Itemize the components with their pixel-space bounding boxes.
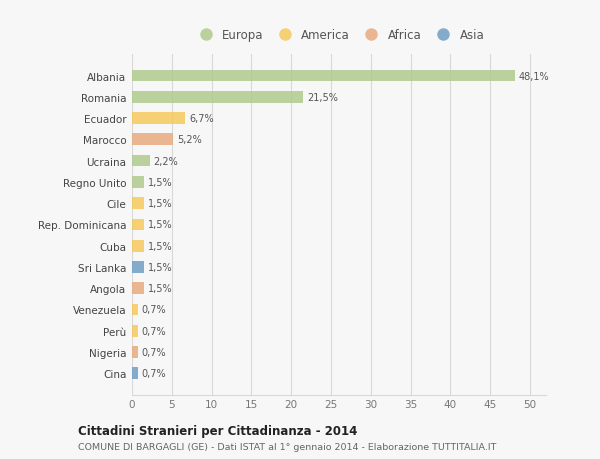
Bar <box>132 219 144 231</box>
Bar <box>132 92 303 103</box>
Bar <box>132 177 144 188</box>
Bar <box>132 325 137 337</box>
Text: 1,5%: 1,5% <box>148 241 173 251</box>
Bar <box>132 113 185 125</box>
Text: 0,7%: 0,7% <box>142 326 166 336</box>
Text: 0,7%: 0,7% <box>142 347 166 357</box>
Text: 0,7%: 0,7% <box>142 305 166 315</box>
Text: 5,2%: 5,2% <box>178 135 202 145</box>
Text: 21,5%: 21,5% <box>307 93 338 102</box>
Bar <box>132 262 144 273</box>
Text: 48,1%: 48,1% <box>519 71 550 81</box>
Text: 0,7%: 0,7% <box>142 369 166 379</box>
Bar <box>132 156 149 167</box>
Bar <box>132 134 173 146</box>
Text: 1,5%: 1,5% <box>148 199 173 209</box>
Bar <box>132 347 137 358</box>
Text: Cittadini Stranieri per Cittadinanza - 2014: Cittadini Stranieri per Cittadinanza - 2… <box>78 424 358 437</box>
Bar <box>132 241 144 252</box>
Legend: Europa, America, Africa, Asia: Europa, America, Africa, Asia <box>191 27 487 45</box>
Text: 1,5%: 1,5% <box>148 284 173 294</box>
Bar <box>132 198 144 209</box>
Bar <box>132 71 515 82</box>
Text: 1,5%: 1,5% <box>148 263 173 272</box>
Text: 2,2%: 2,2% <box>154 156 178 166</box>
Text: COMUNE DI BARGAGLI (GE) - Dati ISTAT al 1° gennaio 2014 - Elaborazione TUTTITALI: COMUNE DI BARGAGLI (GE) - Dati ISTAT al … <box>78 442 496 451</box>
Bar <box>132 283 144 294</box>
Bar <box>132 304 137 316</box>
Text: 1,5%: 1,5% <box>148 220 173 230</box>
Text: 1,5%: 1,5% <box>148 178 173 187</box>
Bar <box>132 368 137 379</box>
Text: 6,7%: 6,7% <box>190 114 214 124</box>
